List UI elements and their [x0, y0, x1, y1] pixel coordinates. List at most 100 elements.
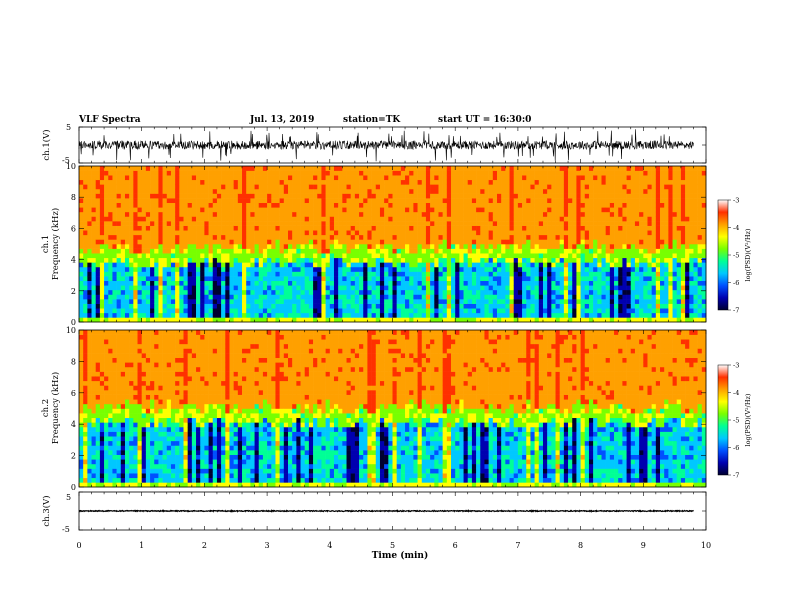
ch1-spec-cell	[191, 166, 197, 171]
ch1-spec-cell	[517, 285, 523, 291]
ch1-spec-cell	[267, 271, 272, 277]
ch1-spec-cell	[292, 317, 297, 323]
ch1-spec-cell	[145, 280, 151, 286]
ch1-spec-cell	[154, 289, 159, 295]
ch1-spec-cell	[384, 188, 389, 194]
ch1-spec-cell	[95, 317, 101, 323]
ch1-spec-cell	[225, 271, 230, 277]
ch1-spec-cell	[605, 253, 611, 259]
ch1-spec-cell	[517, 276, 523, 282]
ch1-spec-cell	[409, 230, 414, 236]
ch1-spec-cell	[258, 244, 264, 249]
ch1-spec-cell	[120, 234, 126, 240]
ch1-spec-cell	[229, 234, 234, 240]
ch1-spec-cell	[254, 289, 260, 295]
ch1-spec-cell	[555, 193, 560, 199]
ch1-spec-cell	[242, 253, 247, 259]
ch1-spec-cell	[409, 244, 414, 249]
ch1-spec-cell	[212, 193, 218, 199]
ch1-spec-cell	[191, 266, 197, 272]
ch1-spec-cell	[664, 294, 669, 300]
ch1-spec-cell	[95, 303, 101, 309]
ch1-spec-cell	[258, 239, 264, 245]
ch1-spec-cell	[129, 207, 134, 213]
ch1-spec-cell	[158, 198, 163, 204]
ch1-spec-cell	[660, 244, 665, 249]
ch1-spec-cell	[522, 294, 527, 300]
ch1-spec-cell	[233, 166, 239, 171]
ch1-spec-cell	[321, 285, 326, 291]
ch1-spec-cell	[593, 184, 598, 190]
ch1-spec-cell	[170, 308, 176, 314]
ch1-spec-cell	[413, 253, 418, 259]
ch1-spec-cell	[158, 225, 163, 231]
ch1-spec-cell	[283, 166, 289, 171]
ch1-spec-cell	[593, 170, 598, 176]
ch1-spec-cell	[643, 317, 648, 323]
ch1-spec-cell	[384, 280, 389, 286]
ch1-spec-cell	[308, 211, 314, 217]
ch1-spec-cell	[158, 262, 163, 268]
ch1-spec-cell	[120, 266, 126, 272]
ch1-spec-cell	[304, 179, 310, 185]
ch1-spec-cell	[622, 308, 627, 314]
ch1-spec-cell	[417, 239, 423, 245]
ch1-spec-cell	[170, 184, 176, 190]
ch1-spec-cell	[563, 188, 569, 194]
ch1-spec-cell	[296, 244, 301, 249]
ch1-spec-cell	[609, 221, 615, 226]
ch1-spec-cell	[271, 303, 276, 309]
ch1-spec-cell	[333, 262, 339, 268]
ch1-spec-cell	[584, 289, 590, 295]
ch1-spec-cell	[530, 166, 535, 171]
ch1-spec-cell	[179, 262, 184, 268]
ch1-spec-cell	[112, 166, 117, 171]
ch1-spec-cell	[643, 289, 648, 295]
ch1-spec-cell	[409, 285, 414, 291]
ch1-spec-cell	[212, 280, 218, 286]
ch1-spec-cell	[459, 280, 464, 286]
ch1-spec-cell	[141, 280, 147, 286]
ch1-spec-cell	[375, 221, 381, 226]
ch1-spec-cell	[446, 184, 452, 190]
ch1-spec-cell	[262, 175, 268, 181]
ch1-spec-cell	[530, 244, 535, 249]
ch1-spec-cell	[371, 211, 377, 217]
ch1-spec-cell	[451, 170, 456, 176]
ch1-spec-cell	[517, 289, 523, 295]
ch1-spec-cell	[162, 317, 168, 323]
ch1-spec-cell	[246, 294, 251, 300]
ch1-spec-cell	[254, 244, 260, 249]
ch1-spec-cell	[551, 202, 556, 208]
ch1-spec-cell	[204, 285, 209, 291]
date-label: Jul. 13, 2019	[249, 115, 314, 125]
ch1-spec-cell	[676, 262, 682, 268]
ch1-spec-cell	[296, 234, 301, 240]
ch1-spec-cell	[601, 211, 606, 217]
ch1-spec-cell	[618, 271, 623, 277]
ch1-spec-cell	[112, 202, 117, 208]
ch1-spec-cell	[388, 289, 393, 295]
ch1-spec-cell	[400, 234, 406, 240]
ch1-spec-cell	[321, 294, 326, 300]
ch1-spec-cell	[267, 179, 272, 185]
ch1-spec-cell	[480, 271, 485, 277]
ch1-spec-cell	[112, 239, 117, 245]
ch1-spec-cell	[434, 312, 439, 318]
ch1-spec-cell	[254, 207, 260, 213]
ch1-spec-cell	[120, 225, 126, 231]
ch1-spec-cell	[116, 294, 122, 300]
ch1-spec-cell	[333, 257, 339, 263]
ch1-spec-cell	[296, 248, 301, 254]
ch1-spec-cell	[208, 239, 214, 245]
ch1-spec-cell	[342, 211, 347, 217]
ch1-spec-cell	[455, 188, 460, 194]
ch1-spec-cell	[95, 198, 101, 204]
ch1-spec-cell	[446, 244, 452, 249]
ch1-spec-cell	[99, 202, 105, 208]
ch1-spec-cell	[375, 230, 381, 236]
ch1-spec-cell	[304, 188, 310, 194]
ch1-spec-cell	[229, 198, 234, 204]
ch1-spec-cell	[492, 239, 498, 245]
ch1-spec-cell	[91, 257, 97, 263]
